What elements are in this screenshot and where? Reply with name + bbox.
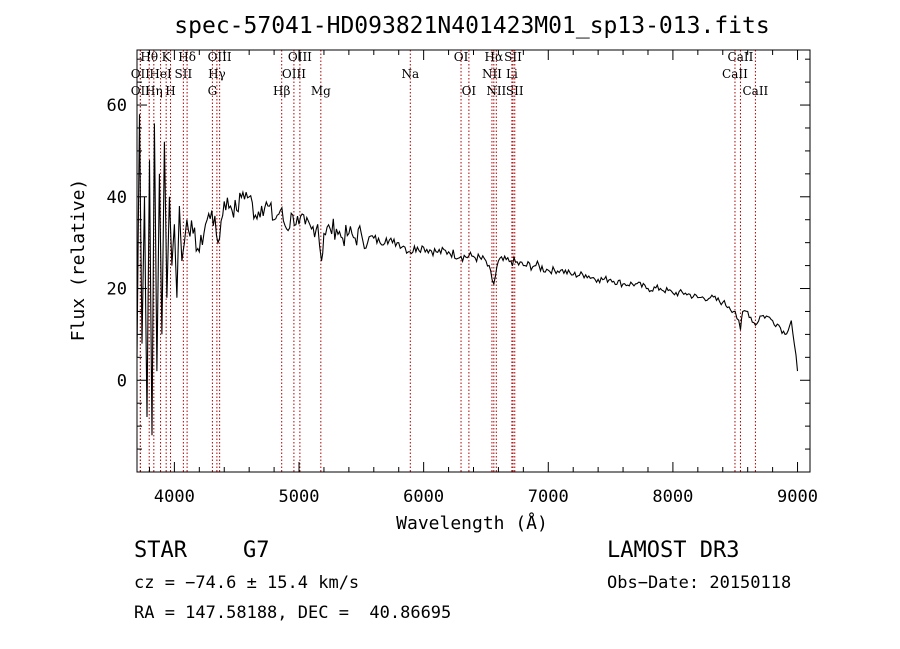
- y-tick-label: 0: [117, 371, 127, 391]
- x-axis-label: Wavelength (Å): [396, 512, 548, 534]
- line-marker-label: Hγ: [208, 67, 226, 81]
- line-marker-label: K: [162, 50, 172, 64]
- line-marker-label: CaII: [742, 84, 768, 98]
- x-tick-label: 7000: [528, 487, 569, 507]
- y-tick-label: 40: [107, 188, 127, 208]
- line-marker-label: NII: [482, 67, 502, 81]
- y-axis: 0 20 40 60: [107, 58, 810, 473]
- line-marker-label: Mg: [311, 84, 331, 98]
- observation-date: Obs−Date: 20150118: [607, 573, 792, 593]
- line-marker-label: OIII: [282, 67, 306, 81]
- line-marker-label: OI: [462, 84, 477, 98]
- line-marker-label: OIII: [208, 50, 232, 64]
- object-class: STAR: [134, 538, 187, 563]
- y-axis-label: Flux (relative): [68, 179, 89, 342]
- line-marker-label: OII: [131, 67, 151, 81]
- line-marker-label: OIII: [288, 50, 312, 64]
- line-marker-label: CaII: [722, 67, 748, 81]
- line-marker-label: HeI: [149, 67, 172, 81]
- line-marker-label: Hη: [145, 84, 163, 98]
- line-marker-label: Hδ: [178, 50, 196, 64]
- spectrum-line: [136, 114, 799, 436]
- line-marker-lines: [139, 50, 756, 472]
- sky-coordinates: RA = 147.58188, DEC = 40.86695: [134, 603, 452, 623]
- x-tick-label: 5000: [279, 487, 320, 507]
- y-tick-label: 20: [107, 280, 127, 300]
- line-marker-label: NII: [486, 84, 506, 98]
- plot-frame: [136, 49, 811, 473]
- x-tick-label: 4000: [154, 487, 195, 507]
- line-marker-label: Na: [401, 67, 419, 81]
- line-marker-label: OII: [131, 84, 151, 98]
- redshift-velocity: cz = −74.6 ± 15.4 km/s: [134, 573, 360, 593]
- line-marker-label: G: [208, 84, 218, 98]
- line-marker-label: Hα: [485, 50, 504, 64]
- chart-title: spec-57041-HD093821N401423M01_sp13-013.f…: [174, 13, 769, 39]
- x-axis: 4000 5000 6000 7000 8000 9000: [148, 50, 818, 507]
- line-marker-label: Hθ: [140, 50, 158, 64]
- x-tick-label: 6000: [403, 487, 444, 507]
- x-tick-label: 8000: [652, 487, 693, 507]
- object-subclass: G7: [243, 538, 270, 563]
- line-marker-label: OI: [454, 50, 469, 64]
- y-tick-label: 60: [107, 96, 127, 116]
- survey-name: LAMOST DR3: [607, 538, 740, 563]
- line-marker-label: Li: [506, 67, 518, 81]
- line-marker-label: Hβ: [273, 84, 290, 98]
- line-marker-label: CaII: [728, 50, 754, 64]
- line-marker-label: SII: [506, 84, 524, 98]
- line-marker-label: H: [165, 84, 175, 98]
- x-tick-label: 9000: [777, 487, 818, 507]
- line-marker-label: SII: [504, 50, 522, 64]
- line-marker-label: SII: [175, 67, 193, 81]
